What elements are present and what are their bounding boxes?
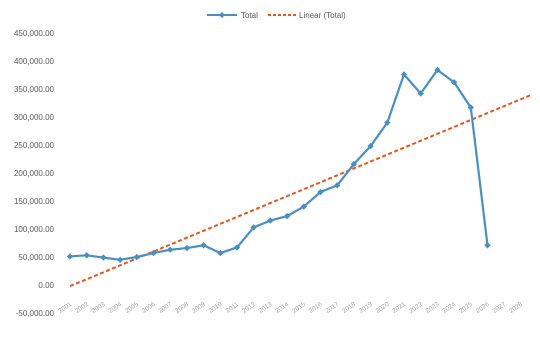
y-tick-label: 250,000.00 [14,141,55,150]
data-point-marker [167,246,174,253]
x-tick-label: 2005 [124,301,140,315]
x-tick-label: 2007 [157,301,173,315]
data-point-marker [217,249,224,257]
x-tick-label: 2015 [291,301,307,315]
x-tick-label: 2025 [458,301,474,315]
x-tick-label: 2002 [74,301,90,315]
y-tick-label: 450,000.00 [14,29,55,38]
data-point-marker [83,252,90,259]
x-tick-label: 2017 [324,301,340,315]
data-point-marker [183,244,191,252]
data-point-marker [300,203,307,210]
y-tick-label: 0.00 [38,281,54,290]
legend-label-trend: Linear (Total) [299,11,346,20]
trend-line [69,93,533,288]
data-point-marker [400,71,408,78]
x-tick-label: 2008 [174,301,190,315]
legend-label-total: Total [241,11,258,20]
x-tick-label: 2026 [475,301,491,315]
data-point-marker [66,253,74,260]
data-point-marker [384,119,391,126]
plot-area [66,66,533,288]
data-point-marker [267,217,274,224]
x-tick-label: 2020 [375,301,391,315]
data-point-marker [467,104,474,111]
x-tick-label: 2001 [57,301,73,315]
x-tick-label: 2011 [225,301,241,315]
y-tick-label: 100,000.00 [14,225,55,234]
x-tick-label: 2021 [391,301,407,315]
x-tick-label: 2004 [107,301,123,315]
x-tick-label: 2003 [91,301,107,315]
data-point-marker [350,160,358,168]
x-tick-label: 2028 [508,301,524,315]
data-point-marker [116,256,124,263]
x-tick-label: 2016 [308,301,324,315]
x-tick-label: 2012 [241,301,257,315]
x-tick-label: 2013 [258,301,274,315]
x-tick-label: 2022 [408,301,424,315]
x-tick-label: 2009 [191,301,207,315]
data-point-marker [334,182,341,189]
data-point-marker [250,224,257,231]
data-point-marker [317,188,324,196]
data-point-marker [100,254,107,261]
x-axis: 2001 2002 2003 2004 2005 2006 2007 2008 2009 2010… [57,301,524,315]
y-tick-label: 200,000.00 [14,169,55,178]
y-tick-label: 300,000.00 [14,113,55,122]
data-point-marker [367,142,374,150]
data-point-marker [150,249,157,257]
legend-marker-icon [219,12,225,18]
x-tick-label: 2027 [491,301,507,315]
y-tick-label: -50,000.00 [16,309,55,318]
x-tick-label: 2019 [358,301,374,315]
x-tick-label: 2023 [425,301,441,315]
data-point-marker [434,66,441,74]
data-point-marker [484,242,491,249]
data-point-marker [133,253,140,261]
x-tick-label: 2024 [441,301,457,315]
x-tick-label: 2014 [274,301,290,315]
y-tick-label: 150,000.00 [14,197,55,206]
data-point-marker [283,212,291,220]
x-tick-label: 2018 [341,301,357,315]
data-point-marker [417,90,424,97]
data-point-marker [450,79,458,86]
data-point-marker [233,244,241,251]
series-line-total [69,68,489,261]
data-point-marker [200,242,207,249]
legend: Total Linear (Total) [207,11,346,20]
x-tick-label: 2006 [141,301,157,315]
y-axis: -50,000.00 0.00 50,000.00 100,000.00 150,000… [14,29,55,318]
x-tick-label: 2010 [208,301,224,315]
y-tick-label: 350,000.00 [14,85,55,94]
y-tick-label: 50,000.00 [18,253,54,262]
y-tick-label: 400,000.00 [14,57,55,66]
